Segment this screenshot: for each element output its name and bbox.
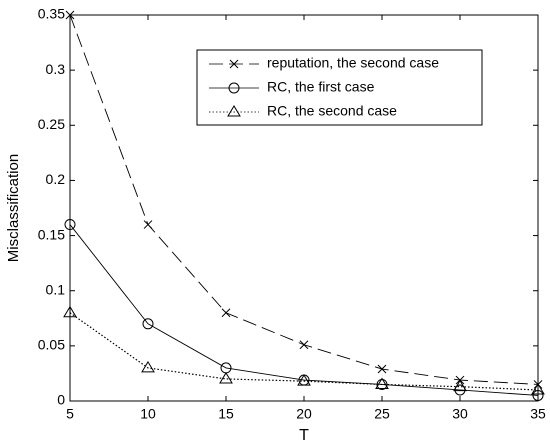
marker <box>531 382 545 395</box>
x-tick-label: 10 <box>140 406 156 422</box>
legend-box <box>196 49 483 126</box>
y-tick-label: 0.05 <box>38 337 65 353</box>
x-tick-label: 30 <box>452 406 468 422</box>
y-tick-label: 0.2 <box>46 171 66 187</box>
marker <box>453 379 467 392</box>
marker <box>143 220 153 229</box>
x-tick-label: 25 <box>374 406 390 422</box>
marker <box>64 219 76 231</box>
series-line <box>69 312 539 391</box>
marker <box>376 378 388 390</box>
marker <box>377 364 387 374</box>
legend: reputation, the second case RC, the first… <box>196 49 483 126</box>
y-axis-label: Misclassification <box>5 154 22 262</box>
y-tick-label: 0.3 <box>46 61 66 77</box>
legend-label: RC, the first case <box>267 79 375 95</box>
marker <box>63 305 77 318</box>
marker <box>297 374 311 386</box>
x-axis-label: T <box>299 427 309 444</box>
x-tick-label: 5 <box>66 406 74 422</box>
y-tick-label: 0 <box>57 392 65 408</box>
series-line <box>69 224 539 396</box>
y-tick-label: 0.25 <box>38 116 65 132</box>
legend-marker <box>227 105 241 117</box>
x-tick-label: 20 <box>296 406 312 422</box>
x-tick-label: 15 <box>218 406 234 422</box>
marker <box>299 340 309 350</box>
marker <box>65 10 75 20</box>
marker <box>375 377 389 389</box>
y-tick-label: 0.15 <box>38 226 65 242</box>
y-tick-label: 0.1 <box>46 281 66 297</box>
marker <box>219 371 233 384</box>
marker <box>141 360 155 373</box>
marker <box>142 318 154 330</box>
y-tick-label: 0.35 <box>38 6 65 22</box>
legend-marker <box>229 59 239 69</box>
legend-label: RC, the second case <box>267 103 397 119</box>
marker <box>454 384 466 396</box>
legend-marker <box>228 82 240 94</box>
legend-label: reputation, the second case <box>267 55 439 71</box>
marker <box>221 308 231 318</box>
marker <box>532 389 544 401</box>
x-tick-label: 35 <box>530 406 546 422</box>
